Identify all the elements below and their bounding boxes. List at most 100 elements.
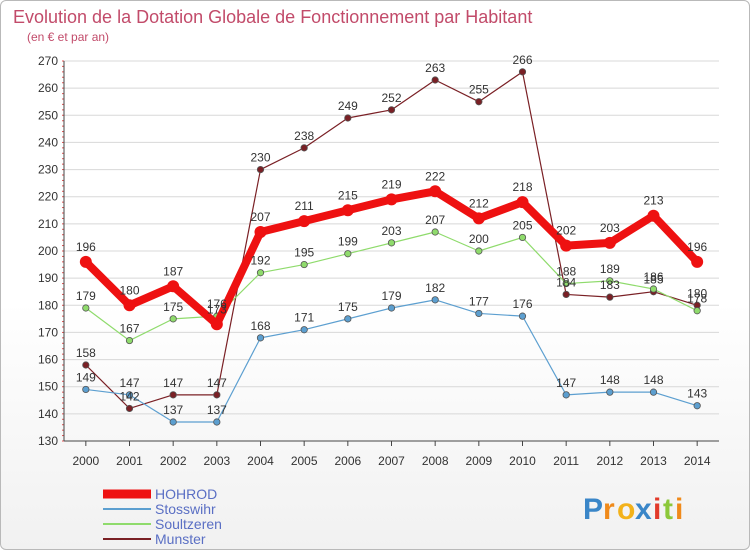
- data-label-munster: 230: [250, 151, 270, 165]
- point-soultzeren: [693, 307, 701, 315]
- data-label-munster: 184: [556, 275, 576, 289]
- logo-letter: x: [635, 493, 652, 526]
- data-label-stosswihr: 179: [381, 289, 401, 303]
- data-label-munster: 238: [294, 129, 314, 143]
- data-label-hohrod: 196: [687, 240, 707, 254]
- axes: 130 140 150 160 170 180 190 200 210 220 230 240 250 2…: [38, 54, 719, 468]
- data-label-hohrod: 207: [250, 210, 270, 224]
- data-label-hohrod: 213: [643, 194, 663, 208]
- point-soultzeren: [125, 336, 134, 345]
- logo-letter: o: [617, 493, 635, 526]
- y-tick-label: 170: [38, 325, 58, 339]
- y-tick-label: 200: [38, 244, 58, 258]
- logo-letter: r: [603, 493, 615, 526]
- point-munster: [256, 165, 265, 174]
- data-label-hohrod: 211: [295, 199, 314, 213]
- data-label-soultzeren: 199: [338, 235, 358, 249]
- x-tick-label: 2011: [553, 454, 579, 468]
- point-soultzeren: [256, 269, 265, 277]
- point-hohrod: [691, 255, 704, 268]
- legend-label-soultzeren: Soultzeren: [155, 516, 222, 532]
- series-layer: [79, 68, 704, 426]
- y-tick-label: 190: [38, 271, 58, 285]
- data-label-stosswihr: 171: [294, 311, 314, 325]
- logo-letter: P: [583, 493, 603, 526]
- data-label-hohrod: 180: [119, 283, 139, 297]
- data-label-stosswihr: 176: [512, 297, 532, 311]
- point-soultzeren: [300, 260, 308, 269]
- logo-letter: i: [653, 493, 661, 526]
- data-label-hohrod: 222: [425, 169, 445, 183]
- point-soultzeren: [169, 315, 177, 323]
- data-label-hohrod: 212: [469, 196, 489, 210]
- point-stosswihr: [649, 388, 658, 396]
- point-soultzeren: [518, 233, 527, 242]
- y-tick-label: 250: [38, 108, 58, 122]
- y-tick-label: 220: [38, 190, 58, 204]
- x-tick-label: 2004: [247, 454, 274, 468]
- point-soultzeren: [649, 285, 658, 293]
- data-label-stosswihr: 149: [76, 370, 96, 384]
- data-label-soultzeren: 192: [250, 254, 270, 268]
- data-label-soultzeren: 167: [119, 322, 139, 336]
- x-tick-label: 2000: [72, 454, 99, 468]
- x-tick-label: 2003: [203, 454, 230, 468]
- data-label-munster: 252: [381, 91, 401, 105]
- x-tick-label: 2014: [684, 454, 711, 468]
- y-tick-label: 130: [38, 434, 58, 448]
- point-stosswihr: [387, 304, 396, 312]
- x-tick-label: 2006: [334, 454, 361, 468]
- point-soultzeren: [344, 250, 352, 258]
- y-tick-label: 240: [38, 135, 58, 149]
- data-label-hohrod: 202: [556, 224, 576, 238]
- point-hohrod: [167, 280, 180, 293]
- point-stosswihr: [213, 418, 221, 426]
- point-munster: [387, 106, 396, 114]
- y-tick-label: 160: [38, 353, 58, 367]
- data-label-stosswihr: 182: [425, 281, 445, 295]
- x-tick-label: 2001: [116, 454, 143, 468]
- data-label-soultzeren: 178: [687, 292, 707, 306]
- point-soultzeren: [387, 239, 396, 247]
- point-munster: [82, 361, 90, 369]
- y-tick-label: 260: [38, 81, 58, 95]
- point-munster: [475, 98, 483, 106]
- point-stosswihr: [475, 309, 483, 318]
- data-label-munster: 255: [469, 83, 489, 97]
- data-label-soultzeren: 200: [469, 232, 489, 246]
- point-soultzeren: [606, 277, 614, 285]
- x-tick-label: 2002: [160, 454, 187, 468]
- point-munster: [606, 293, 614, 301]
- data-label-stosswihr: 137: [163, 403, 183, 417]
- y-tick-label: 230: [38, 163, 58, 177]
- point-stosswihr: [169, 418, 177, 426]
- data-label-soultzeren: 207: [425, 213, 445, 227]
- chart-title: Evolution de la Dotation Globale de Fonc…: [13, 7, 532, 27]
- x-tick-label: 2005: [291, 454, 318, 468]
- point-stosswihr: [300, 326, 308, 334]
- data-label-soultzeren: 188: [556, 265, 576, 279]
- legend-label-hohrod: HOHROD: [155, 486, 217, 502]
- point-munster: [344, 114, 352, 122]
- data-label-hohrod: 173: [207, 302, 227, 316]
- point-stosswihr: [562, 391, 570, 399]
- point-hohrod: [123, 299, 136, 312]
- data-label-munster: 158: [76, 346, 96, 360]
- point-hohrod: [79, 255, 92, 268]
- data-label-soultzeren: 189: [600, 262, 620, 276]
- point-stosswihr: [344, 315, 352, 323]
- data-label-soultzeren: 175: [163, 300, 183, 314]
- y-tick-label: 270: [38, 54, 58, 68]
- data-label-hohrod: 187: [163, 264, 183, 278]
- x-tick-label: 2013: [640, 454, 667, 468]
- point-hohrod: [385, 193, 398, 206]
- data-label-soultzeren: 176: [207, 297, 227, 311]
- data-label-stosswihr: 147: [119, 376, 139, 390]
- data-label-soultzeren: 203: [381, 224, 401, 238]
- data-label-munster: 185: [643, 273, 663, 287]
- logo-letter: t: [663, 493, 673, 526]
- point-hohrod: [210, 318, 223, 331]
- y-tick-label: 210: [38, 217, 58, 231]
